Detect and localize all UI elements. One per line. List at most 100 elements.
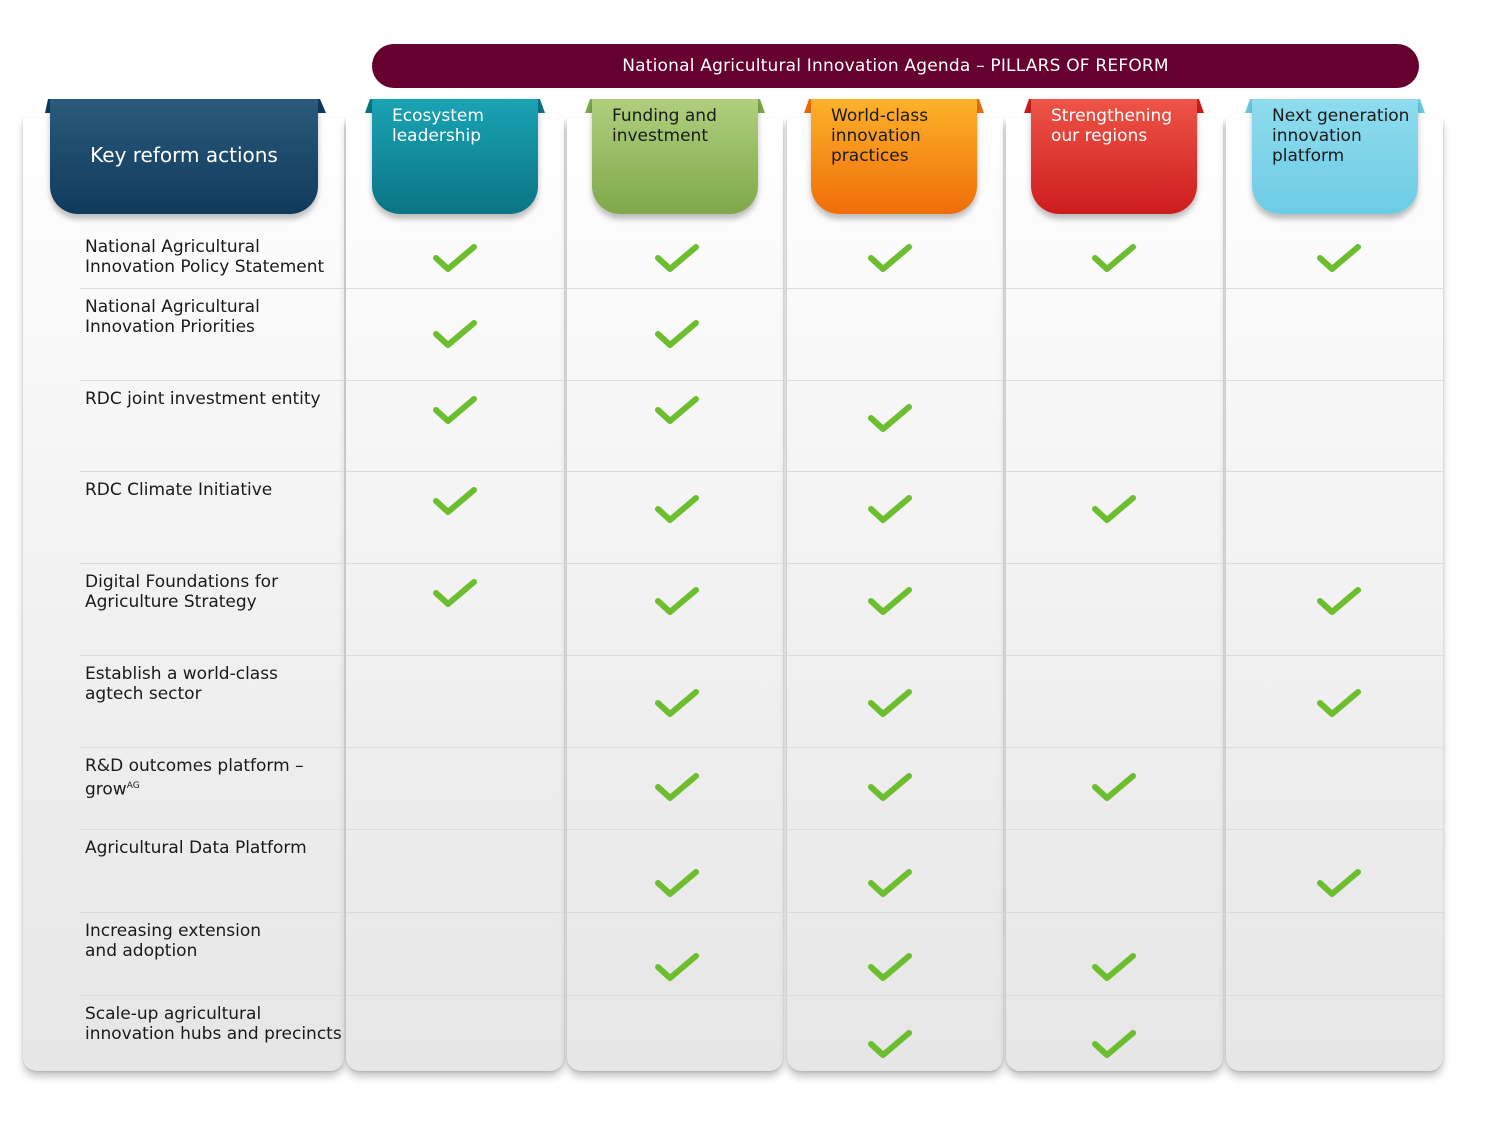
check-icon	[433, 320, 477, 348]
row-separator	[1226, 563, 1443, 564]
row-separator	[346, 912, 564, 913]
key-actions-header-label: Key reform actions	[90, 143, 278, 167]
row-separator	[1006, 563, 1223, 564]
check-icon	[433, 244, 477, 272]
reform-action-superscript: AG	[126, 781, 140, 791]
row-separator	[787, 380, 1003, 381]
reform-action-label: Increasing extension and adoption	[85, 921, 261, 961]
check-icon	[433, 396, 477, 424]
check-icon	[655, 869, 699, 897]
row-separator	[1226, 471, 1443, 472]
check-icon	[868, 1030, 912, 1058]
pillar-header-4: Strengthening our regions	[1031, 99, 1197, 214]
row-separator	[787, 471, 1003, 472]
row-separator	[567, 471, 783, 472]
row-separator	[787, 655, 1003, 656]
row-separator	[567, 563, 783, 564]
row-separator	[80, 563, 344, 564]
reform-action-text: Digital Foundations for Agriculture Stra…	[85, 572, 279, 612]
check-icon	[1092, 1030, 1136, 1058]
reform-action-text: R&D outcomes platform – grow	[85, 756, 304, 800]
check-icon	[655, 320, 699, 348]
check-icon	[868, 689, 912, 717]
check-icon	[868, 773, 912, 801]
check-icon	[868, 495, 912, 523]
pillar-header-1: Ecosystem leadership	[372, 99, 538, 214]
row-separator	[787, 747, 1003, 748]
row-separator	[1226, 829, 1443, 830]
row-separator	[1006, 288, 1223, 289]
row-separator	[567, 288, 783, 289]
row-separator	[787, 288, 1003, 289]
reform-action-label: R&D outcomes platform – growAG	[85, 756, 304, 800]
check-icon	[1317, 587, 1361, 615]
row-separator	[346, 829, 564, 830]
row-separator	[1226, 380, 1443, 381]
pillar-header-label: World-class innovation practices	[831, 106, 929, 166]
reform-action-text: National Agricultural Innovation Policy …	[85, 237, 325, 277]
check-icon	[1092, 953, 1136, 981]
check-icon	[868, 869, 912, 897]
row-separator	[1006, 655, 1223, 656]
check-icon	[1317, 244, 1361, 272]
reform-action-text: RDC joint investment entity	[85, 389, 321, 409]
row-separator	[1226, 995, 1443, 996]
check-icon	[655, 495, 699, 523]
check-icon	[868, 587, 912, 615]
check-icon	[655, 953, 699, 981]
row-separator	[1006, 829, 1223, 830]
check-icon	[1092, 773, 1136, 801]
row-separator	[1226, 288, 1443, 289]
check-icon	[868, 953, 912, 981]
row-separator	[80, 655, 344, 656]
reform-action-label: RDC joint investment entity	[85, 389, 321, 409]
row-separator	[346, 380, 564, 381]
row-separator	[1226, 747, 1443, 748]
key-actions-header: Key reform actions	[50, 99, 318, 214]
row-separator	[80, 380, 344, 381]
row-separator	[346, 563, 564, 564]
row-separator	[80, 829, 344, 830]
pillar-header-label: Ecosystem leadership	[392, 106, 484, 146]
row-separator	[1226, 655, 1443, 656]
pillar-header-5: Next generation innovation platform	[1252, 99, 1418, 214]
check-icon	[655, 396, 699, 424]
row-separator	[1006, 995, 1223, 996]
row-separator	[787, 995, 1003, 996]
row-separator	[346, 655, 564, 656]
row-separator	[346, 471, 564, 472]
reform-action-label: Scale-up agricultural innovation hubs an…	[85, 1004, 342, 1044]
row-separator	[787, 912, 1003, 913]
reform-action-text: Agricultural Data Platform	[85, 838, 307, 858]
row-separator	[346, 995, 564, 996]
reform-action-text: Increasing extension and adoption	[85, 921, 262, 961]
row-separator	[80, 288, 344, 289]
row-separator	[567, 912, 783, 913]
row-separator	[1006, 912, 1223, 913]
row-separator	[567, 747, 783, 748]
check-icon	[1092, 244, 1136, 272]
row-separator	[787, 563, 1003, 564]
check-icon	[1317, 869, 1361, 897]
pillar-header-2: Funding and investment	[592, 99, 758, 214]
row-separator	[1006, 471, 1223, 472]
reform-action-text: RDC Climate Initiative	[85, 480, 273, 500]
check-icon	[655, 689, 699, 717]
row-separator	[80, 747, 344, 748]
check-icon	[655, 244, 699, 272]
reform-action-label: National Agricultural Innovation Policy …	[85, 237, 324, 277]
row-separator	[346, 288, 564, 289]
row-separator	[80, 912, 344, 913]
pillar-header-label: Funding and investment	[612, 106, 717, 146]
check-icon	[433, 579, 477, 607]
check-icon	[655, 773, 699, 801]
reform-action-label: Establish a world-class agtech sector	[85, 664, 278, 704]
row-separator	[567, 995, 783, 996]
row-separator	[1006, 747, 1223, 748]
reform-action-label: RDC Climate Initiative	[85, 480, 272, 500]
pillar-header-label: Strengthening our regions	[1051, 106, 1173, 146]
check-icon	[433, 487, 477, 515]
reform-action-text: Scale-up agricultural innovation hubs an…	[85, 1004, 342, 1044]
check-icon	[1317, 689, 1361, 717]
check-icon	[1092, 495, 1136, 523]
